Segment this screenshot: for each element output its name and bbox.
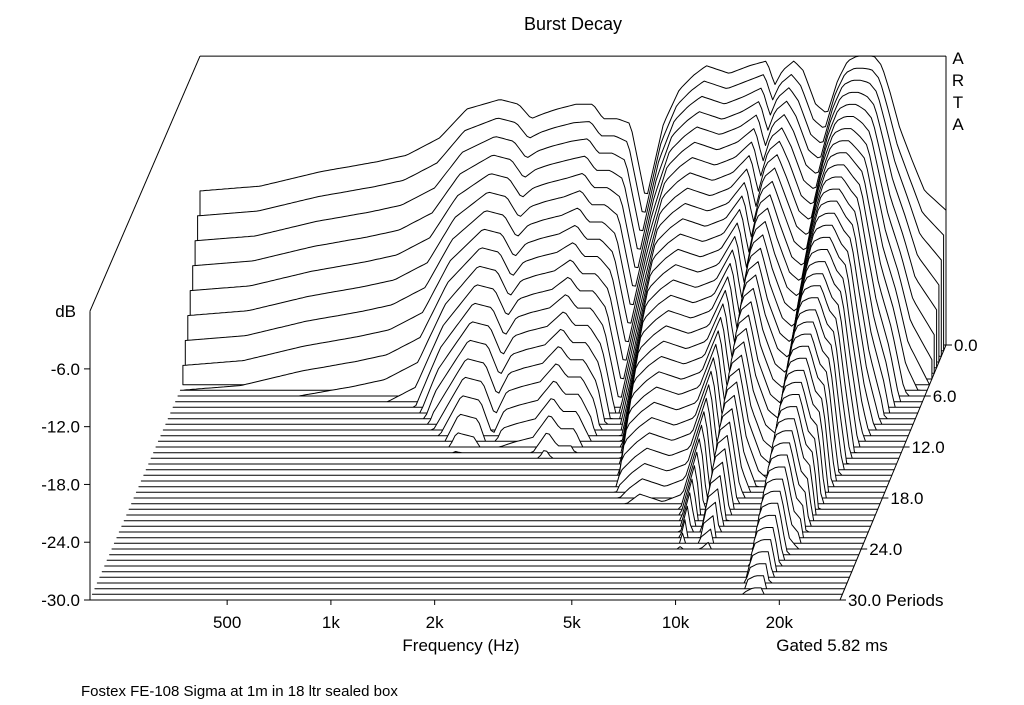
x-tick-label-2: 2k <box>426 613 444 632</box>
x-tick-label-1: 1k <box>322 613 340 632</box>
y-tick-label-1: -12.0 <box>41 418 80 437</box>
z-tick-label-4: 24.0 <box>869 540 902 559</box>
z-tick-label-1: 6.0 <box>933 387 957 406</box>
z-tick-label-5: 30.0 Periods <box>848 591 943 610</box>
gating-note: Gated 5.82 ms <box>776 636 888 655</box>
x-tick-label-3: 5k <box>563 613 581 632</box>
brand-letter-0: A <box>952 49 964 68</box>
figure-caption: Fostex FE-108 Sigma at 1m in 18 ltr seal… <box>81 683 398 700</box>
brand-letter-2: T <box>953 93 963 112</box>
decay-slice-35 <box>113 478 865 544</box>
x-tick-label-0: 500 <box>213 613 241 632</box>
xlabel: Frequency (Hz) <box>402 636 519 655</box>
decay-slice-40 <box>101 539 853 573</box>
brand-letter-1: R <box>952 71 964 90</box>
decay-slice-38 <box>106 514 857 561</box>
y-tick-label-3: -24.0 <box>41 533 80 552</box>
frame-right-floor-edge <box>839 344 947 601</box>
y-tick-label-4: -30.0 <box>41 591 80 610</box>
decay-slice-44 <box>91 587 843 595</box>
x-tick-label-5: 20k <box>766 613 794 632</box>
x-tick-label-4: 10k <box>662 613 690 632</box>
chart-title: Burst Decay <box>524 14 622 34</box>
ylabel: dB <box>55 302 76 321</box>
y-tick-label-0: -6.0 <box>51 360 80 379</box>
decay-slice-43 <box>94 575 846 590</box>
y-tick-label-2: -18.0 <box>41 475 80 494</box>
decay-slice-41 <box>99 551 850 578</box>
decay-slice-42 <box>96 563 848 584</box>
decay-slice-36 <box>111 490 862 550</box>
z-tick-label-3: 18.0 <box>890 489 923 508</box>
z-tick-label-0: 0.0 <box>954 336 978 355</box>
decay-slice-39 <box>104 527 855 567</box>
brand-letter-3: A <box>952 115 964 134</box>
decay-slice-37 <box>109 502 860 556</box>
decay-slice-30 <box>126 418 876 516</box>
decay-slices <box>89 55 947 601</box>
frame-left-top-edge <box>89 55 201 312</box>
z-tick-label-2: 12.0 <box>912 438 945 457</box>
axis-ticks: -6.0 -12.0 -18.0 -24.0 -30.0 500 1k 2k 5k 10k 20k 0… <box>41 336 977 632</box>
